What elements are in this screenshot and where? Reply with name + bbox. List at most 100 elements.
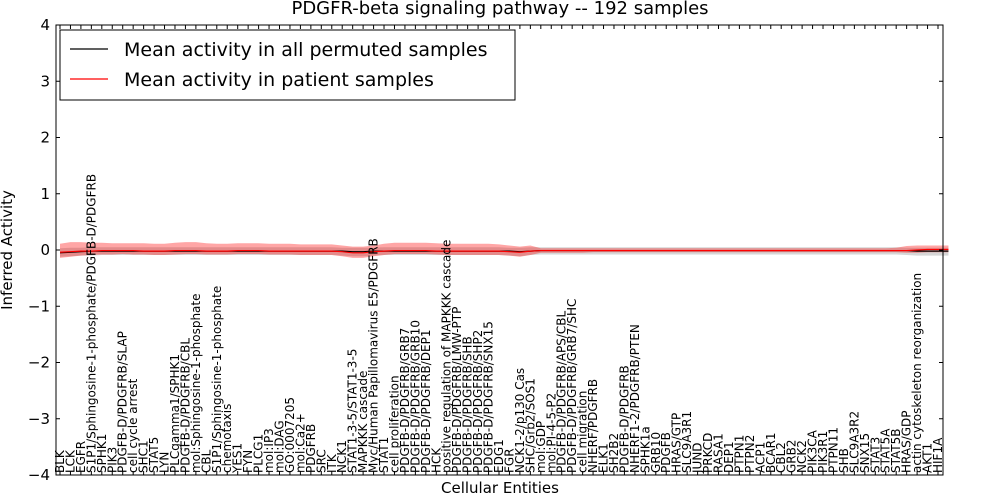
y-tick-label: 4 [40,16,50,34]
category-label: STAT3 [868,437,882,473]
category-label: DEP1 [722,441,736,473]
category-label: HCK [429,447,443,473]
category-label: PDGFB [659,432,673,473]
category-label: YES1 [231,443,245,474]
category-label: PDGFB-D/PDGFRB/SLAP [116,331,130,473]
category-label: SRC [314,449,328,473]
x-axis-label: Cellular Entities [441,479,559,497]
category-label: MAPKKK cascade [356,371,370,473]
y-tick-label: 1 [40,185,50,203]
category-label: PDGFB-D/PDGFRB/SNX15 [482,321,496,473]
category-label: NHERF1-2/PDGFRB/PTEN [628,324,642,473]
x-axis-ticks [59,25,939,475]
category-label: PDGFB-D/PDGFRB/GRB7 [398,328,412,473]
y-tick-label: 3 [40,72,50,90]
y-tick-label: −2 [28,354,50,372]
category-label: chemotaxis [220,404,234,473]
category-label: EDG1 [492,439,506,473]
y-tick-label: −1 [28,297,50,315]
category-label: positive regulation of MAPKKK cascade [440,240,454,473]
patient-mean-line [59,248,949,254]
legend-label-patient: Mean activity in patient samples [124,69,434,91]
category-label: PDGFB-D/PDGFRB/SHB [461,336,475,473]
category-label: HRAS/GDP [900,410,914,473]
chart-title: PDGFR-beta signaling pathway -- 192 samp… [291,0,708,19]
category-label: PDGFB-D/PDGFRB/SHP2 [471,330,485,473]
category-label: STAT5 [147,437,161,473]
category-label: S1P1/Sphingosine-1-phosphate/PDGFB-D/PDG… [84,174,98,473]
category-label: mol:IP3 [262,428,276,473]
category-label: SHC1 [137,440,151,473]
category-label: NHERF/PDGFRB [586,379,600,473]
category-label: AKT1 [921,443,935,473]
category-label: mol:PI-4-5-P2 [544,393,558,473]
category-label: SH2B2 [607,433,621,473]
category-label: CBL2 [774,442,788,473]
category-label: ITK [325,453,339,473]
category-label: LYN [158,452,172,473]
category-label: HIF1A [931,437,945,473]
category-label: cell cycle arrest [126,378,140,473]
category-label: JUND [691,442,705,474]
category-label: SLC9A3R1 [680,411,694,473]
category-label: PDGFRB [304,424,318,473]
category-label: STAT1-3-5/STAT1-3-5 [346,349,360,473]
category-label: PDGFB-D/PDGFRB/DEP1 [419,329,433,473]
category-label: BCAR1 [764,432,778,473]
category-label: PDGFB-D/PDGFRB/GRB10 [408,320,422,473]
category-label: PLCgamma1/SPHK1 [168,354,182,473]
legend-label-permuted: Mean activity in all permuted samples [124,39,487,61]
category-label: RASA1 [712,433,726,473]
y-tick-label: −3 [28,410,50,428]
category-label: GRB10 [649,432,663,473]
category-label: STAT5A [879,428,893,473]
category-label: PTPN1 [732,435,746,473]
category-label: PDGFB-D/PDGFRB/LMW-PTP [450,307,464,473]
category-label: PDGFB-D/PDGFRB/GRB7/SHC [565,299,579,473]
category-label: GO:0007205 [283,397,297,473]
y-tick-label: 2 [40,129,50,147]
category-label: mol:Sphingosine-1-phosphate [189,293,203,473]
category-label: mol:Ca2+ [293,413,307,473]
y-tick-label: −4 [28,466,50,484]
y-tick-label: 0 [40,241,50,259]
category-label: NCK1 [335,440,349,473]
category-label: SPHK1a [638,426,652,473]
plot-frame [55,24,944,476]
category-label: cell migration [576,391,590,473]
category-labels: BLKLCKEGFRS1P1/Sphingosine-1-phosphate/P… [53,174,945,474]
category-label: cell proliferation [387,375,401,473]
category-label: SLC9A3R2 [847,411,861,473]
category-label: PTPN11 [826,427,840,473]
category-label: STAT1 [377,437,391,473]
category-label: LCK [63,449,77,473]
category-label: Myc/Human Papillomavirus E5/PDGFRB [367,238,381,473]
category-label: CBL [199,449,213,473]
y-axis-ticks: −4 −3 −2 −1 0 1 2 3 4 [28,16,943,484]
category-label: NCK1-2/p130 Cas [513,368,527,473]
category-label: PDGFB-D/PDGFRB [617,365,631,473]
category-label: FGR [502,448,516,473]
category-label: actin cytoskeleton reorganization [910,273,924,473]
category-label: PIK3R1 [816,431,830,473]
category-label: PIK3 [105,447,119,473]
patient-band [60,242,949,258]
category-label: SPHK1 [95,434,109,473]
category-label: SHC/Grb2/SOS1 [523,378,537,473]
category-label: mol:GDP [534,421,548,473]
legend-box [59,29,516,101]
series-lines [59,248,949,254]
category-label: SNX15 [858,433,872,473]
category-label: HRAS/GTP [670,413,684,473]
category-label: PRKCD [701,433,715,473]
category-label: PDGFB-D/PDGFRB/CBL [178,338,192,473]
category-label: ELK1 [597,443,611,473]
category-label: PDGFB-D/PDGFRB/APS/CBL [555,310,569,473]
category-label: STAT5B [889,428,903,473]
category-label: SHB [837,448,851,473]
category-label: PIK3CA [806,429,820,473]
category-label: EGFR [74,441,88,473]
category-label: ACP1 [753,442,767,473]
category-label: S1P1/Sphingosine-1-phosphate [210,286,224,473]
